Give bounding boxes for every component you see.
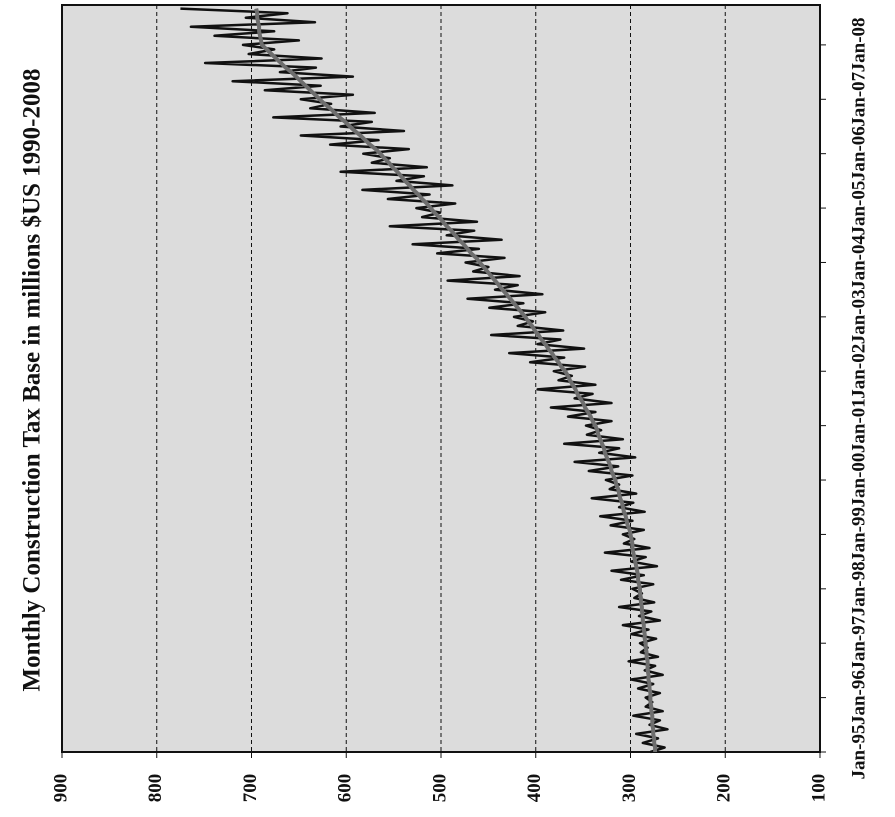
x-tick-label: Jan-06 — [848, 126, 869, 181]
y-tick-label: 600 — [335, 774, 356, 803]
x-tick-label: Jan-02 — [848, 344, 869, 399]
x-tick-label: Jan-00 — [848, 453, 869, 508]
x-tick-label: Jan-98 — [848, 561, 869, 616]
y-tick-label: 200 — [714, 774, 735, 803]
x-tick-label: Jan-96 — [848, 670, 869, 725]
x-tick-label: Jan-97 — [848, 615, 869, 670]
x-tick-label: Jan-04 — [848, 235, 869, 290]
y-tick-label: 500 — [429, 774, 450, 803]
y-tick-label: 400 — [524, 774, 545, 803]
x-tick-label: Jan-07 — [848, 71, 869, 126]
x-tick-label: Jan-95 — [848, 725, 869, 780]
y-tick-label: 800 — [145, 774, 166, 803]
x-tick-label: Jan-03 — [848, 289, 869, 344]
series-line — [180, 7, 669, 754]
chart-title: Monthly Construction Tax Base in million… — [19, 68, 46, 691]
y-tick-label: 700 — [240, 774, 261, 803]
x-tick-label: Jan-01 — [848, 398, 869, 453]
y-tick-label: 900 — [50, 774, 71, 803]
x-tick-label: Jan-05 — [848, 181, 869, 236]
x-tick-label: Jan-99 — [848, 507, 869, 562]
y-tick-label: 300 — [619, 774, 640, 803]
series-line — [254, 8, 658, 752]
y-tick-label: 100 — [808, 774, 829, 803]
x-tick-label: Jan-08 — [848, 17, 869, 72]
